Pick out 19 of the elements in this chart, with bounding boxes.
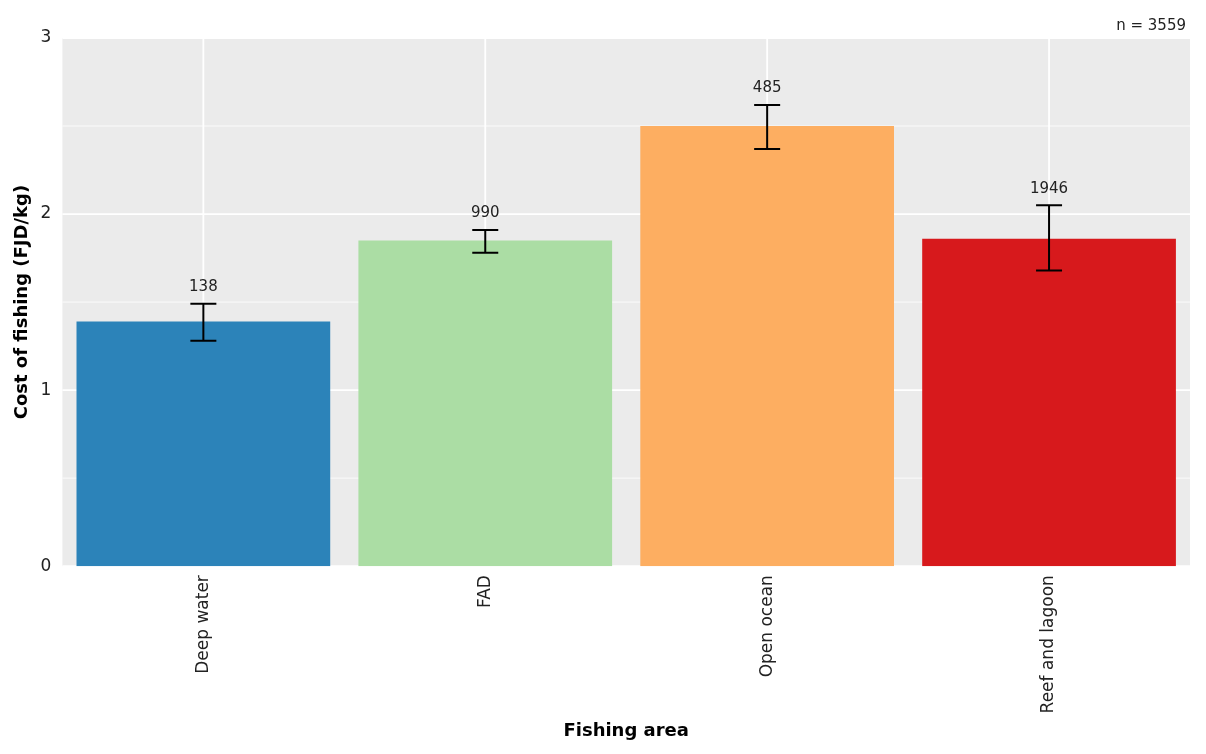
annotation: 1946 bbox=[1029, 178, 1069, 197]
text: n = 3559 bbox=[1116, 16, 1186, 35]
x-tick-label: Deep water bbox=[191, 575, 212, 674]
x-axis-title: Fishing area bbox=[563, 718, 689, 740]
y-tick-label: 0 bbox=[40, 554, 52, 575]
annotation: 990 bbox=[470, 203, 500, 222]
x-tick-label: Open ocean bbox=[755, 575, 776, 678]
x-tick-label: FAD bbox=[473, 575, 494, 609]
bar bbox=[76, 321, 331, 567]
y-tick-label: 1 bbox=[40, 378, 52, 399]
bar bbox=[640, 126, 895, 567]
annotation: 138 bbox=[189, 277, 218, 296]
y-tick-label: 3 bbox=[40, 26, 52, 47]
bar bbox=[922, 238, 1176, 567]
x-tick-label: Reef and lagoon bbox=[1037, 575, 1058, 714]
annotation: 485 bbox=[752, 78, 782, 97]
bar bbox=[358, 240, 613, 567]
y-axis-title: Cost of fishing (FJD/kg) bbox=[10, 184, 32, 420]
y-tick-label: 2 bbox=[40, 202, 52, 223]
